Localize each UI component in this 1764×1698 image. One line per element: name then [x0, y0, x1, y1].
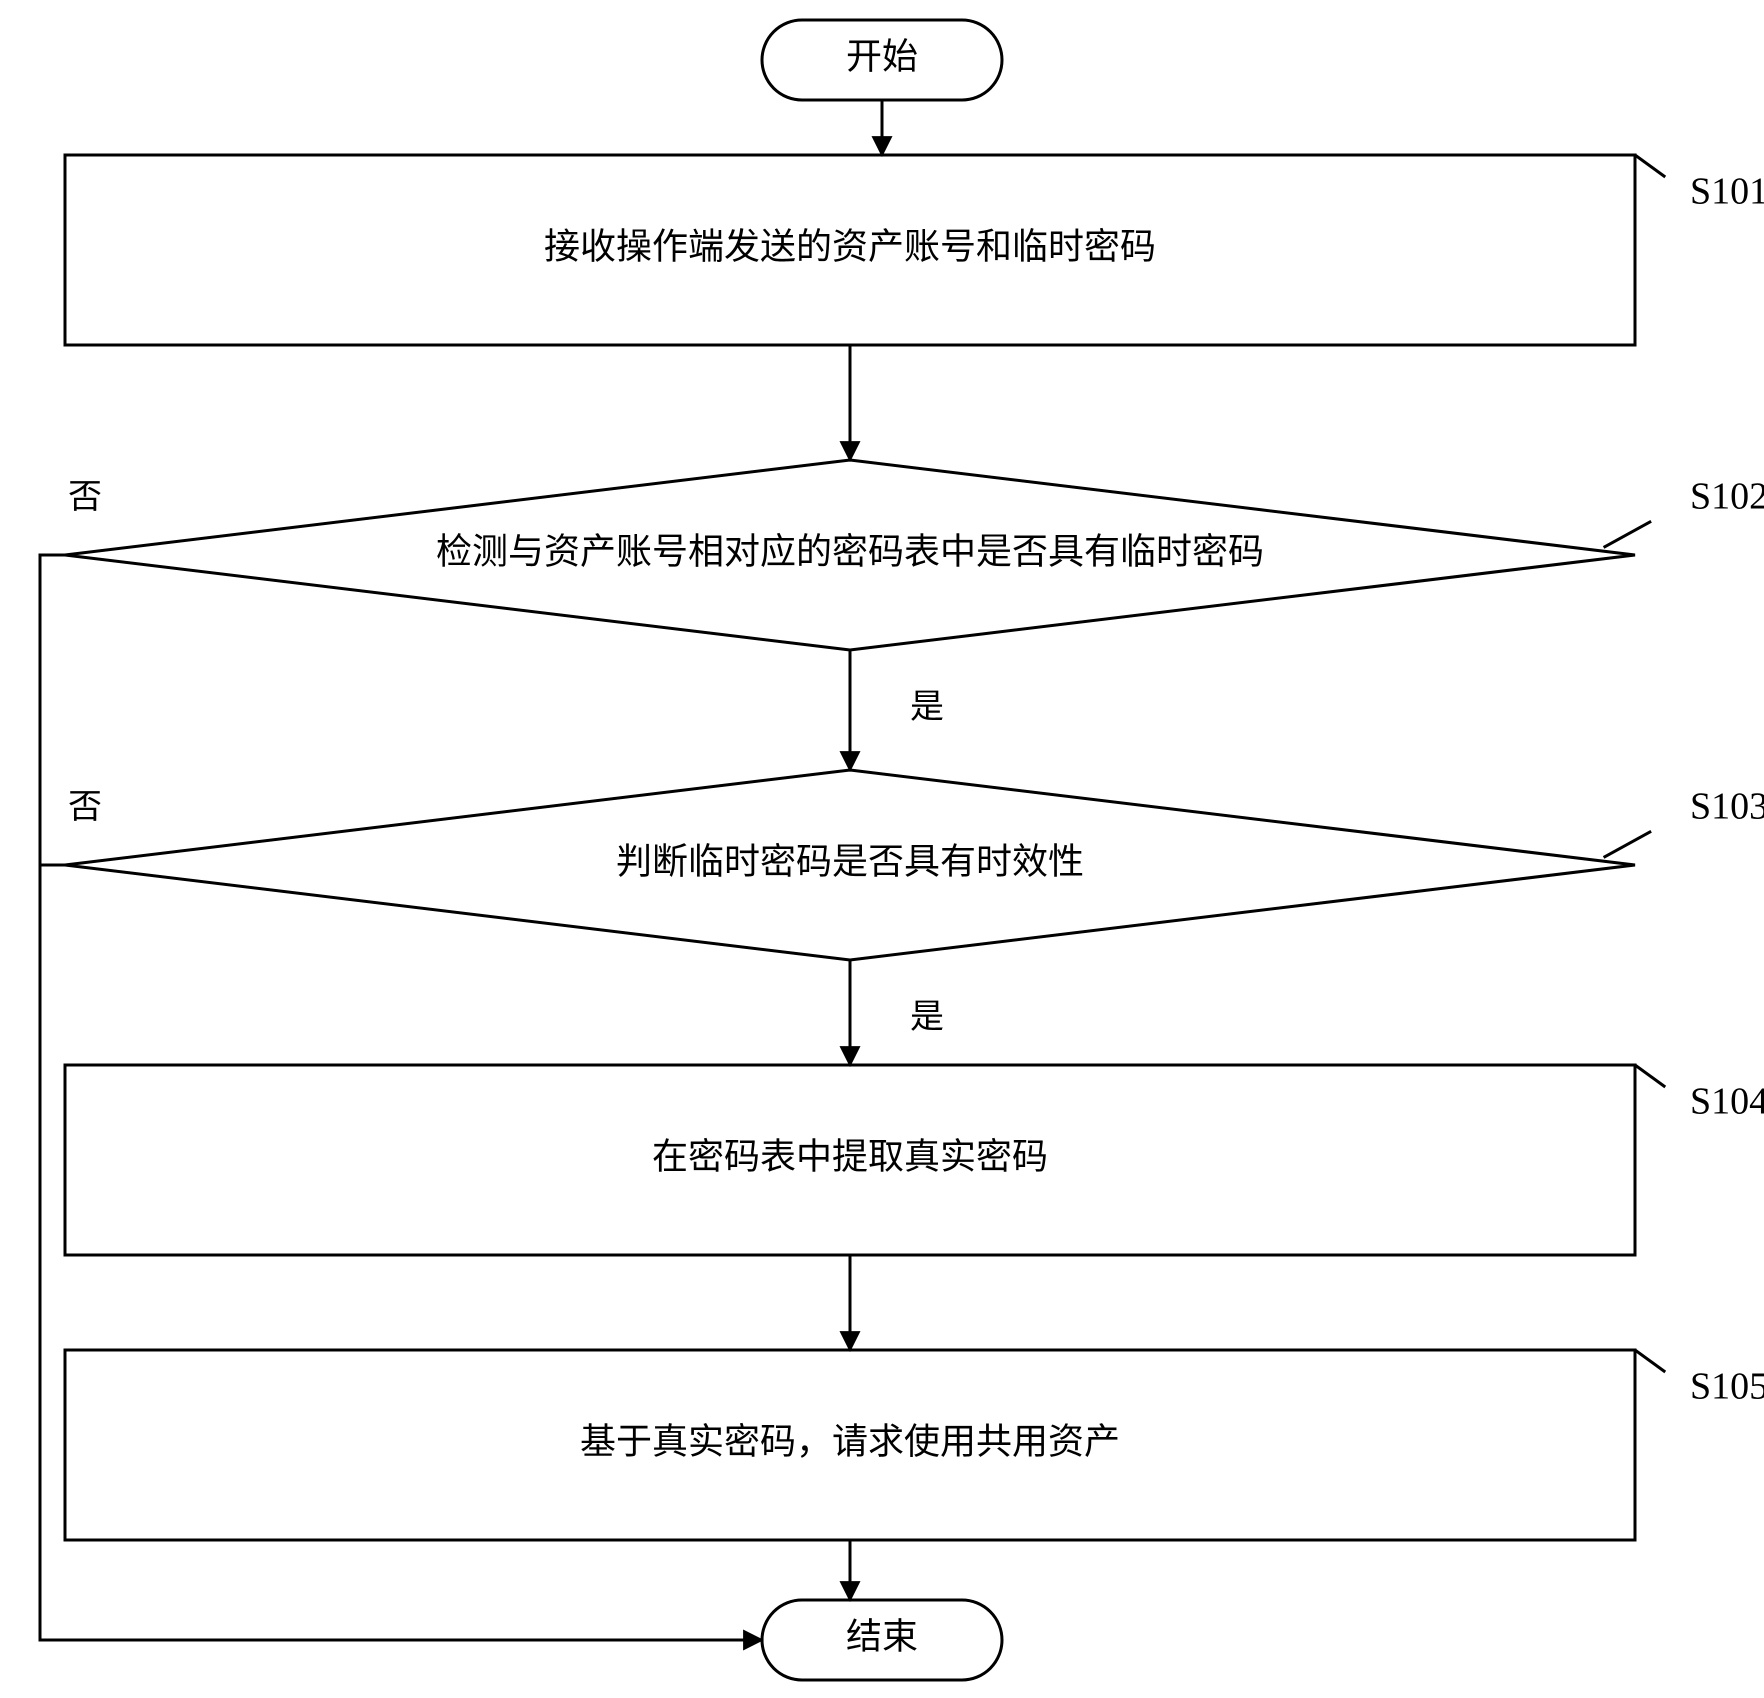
s103-tag-tick: [1604, 831, 1652, 857]
s102-label: 检测与资产账号相对应的密码表中是否具有临时密码: [436, 531, 1264, 571]
s105-tag: S105: [1690, 1366, 1764, 1408]
edge-label-s103-no: 否: [68, 789, 102, 826]
end-label: 结束: [846, 1616, 918, 1656]
s101-tag: S101: [1690, 171, 1764, 213]
s104-label: 在密码表中提取真实密码: [652, 1136, 1048, 1176]
edge-label-s102-no: 否: [68, 479, 102, 516]
s101-tag-tick: [1635, 155, 1665, 177]
s105-tag-tick: [1635, 1350, 1665, 1372]
edge-label-s102-s103: 是: [910, 689, 944, 726]
s105-label: 基于真实密码，请求使用共用资产: [580, 1421, 1120, 1461]
s103-tag: S103: [1690, 786, 1764, 828]
s103-label: 判断临时密码是否具有时效性: [616, 841, 1084, 881]
flowchart-diagram: 开始接收操作端发送的资产账号和临时密码检测与资产账号相对应的密码表中是否具有临时…: [0, 0, 1764, 1698]
s102-tag: S102: [1690, 476, 1764, 518]
s104-tag: S104: [1690, 1081, 1764, 1123]
start-label: 开始: [846, 36, 918, 76]
s104-tag-tick: [1635, 1065, 1665, 1087]
s102-tag-tick: [1604, 521, 1652, 547]
s101-label: 接收操作端发送的资产账号和临时密码: [544, 226, 1156, 266]
edge-label-s103-s104: 是: [910, 999, 944, 1036]
